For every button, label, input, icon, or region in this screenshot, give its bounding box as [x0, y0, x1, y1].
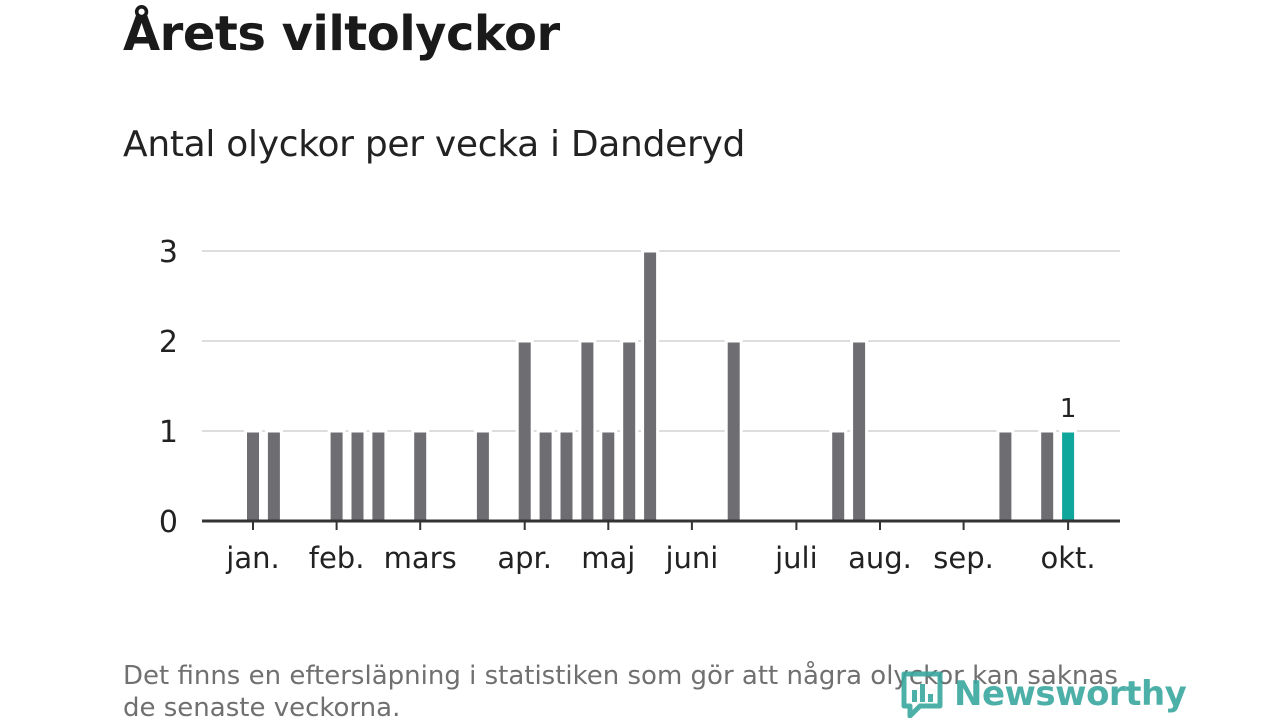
bar [850, 339, 869, 523]
x-tick-label: feb. [309, 541, 365, 575]
bar [829, 429, 848, 523]
bar [473, 429, 492, 523]
y-tick-label: 2 [159, 325, 178, 360]
newsworthy-logo: Newsworthy [900, 668, 1187, 720]
brand-name: Newsworthy [954, 674, 1187, 714]
bar [244, 429, 262, 523]
bar [557, 429, 576, 523]
bar-chart: 0 1 2 3 1 jan. feb. mars apr. maj juni juli aug. sep.… [159, 235, 1120, 575]
chart-title: Årets viltolyckor [123, 6, 560, 62]
bar-chart-bubble-icon [901, 671, 943, 718]
bar [641, 249, 660, 523]
footnote: Det finns en eftersläpning i statistiken… [123, 661, 1118, 723]
bar [996, 429, 1015, 523]
x-tick-label: aug. [848, 541, 912, 575]
bar [327, 429, 346, 523]
bar [1038, 429, 1057, 523]
bar [724, 339, 743, 523]
bar [369, 429, 388, 523]
bar [264, 429, 283, 523]
bar [515, 339, 534, 523]
x-tick-label: juli [774, 541, 818, 575]
y-tick-label: 3 [159, 235, 178, 270]
bar [536, 429, 555, 523]
x-tick-label: apr. [497, 541, 552, 575]
x-tick-label: sep. [933, 541, 994, 575]
bar [348, 429, 367, 523]
y-tick-label: 1 [159, 415, 178, 450]
bar [599, 429, 618, 523]
bar [578, 339, 597, 523]
bar [620, 339, 639, 523]
bar [411, 429, 430, 523]
x-tick-label: mars [384, 541, 457, 575]
x-tick-label: okt. [1041, 541, 1096, 575]
chart-subtitle: Antal olyckor per vecka i Danderyd [123, 124, 746, 165]
data-label: 1 [1060, 394, 1077, 424]
bar-highlight [1059, 429, 1078, 523]
y-tick-label: 0 [159, 505, 178, 540]
x-tick-label: juni [664, 541, 718, 575]
x-tick-label: maj [581, 541, 635, 575]
x-tick-label: jan. [225, 541, 279, 575]
